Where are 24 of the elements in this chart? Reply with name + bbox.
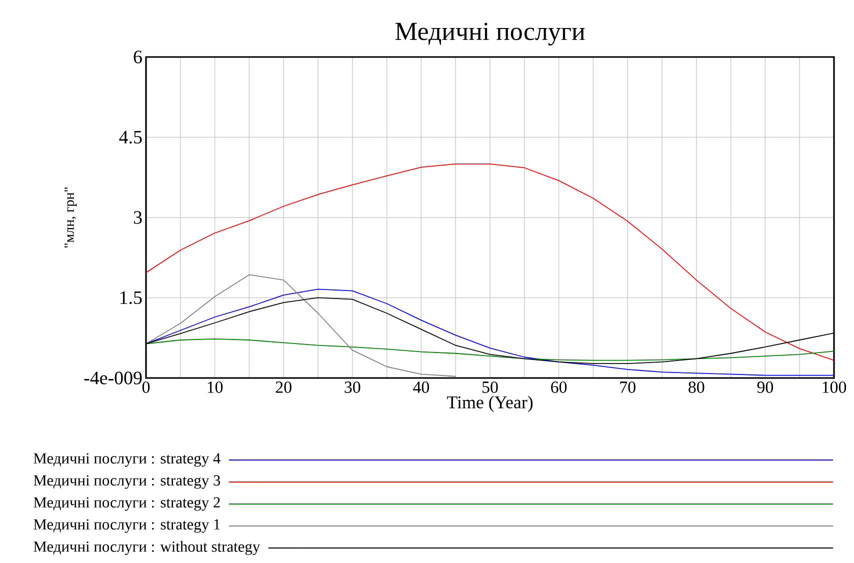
x-tick-label: 90 xyxy=(757,382,774,393)
x-tick-label: 20 xyxy=(276,382,292,393)
x-tick-label: 40 xyxy=(413,382,430,393)
x-tick-label: 80 xyxy=(688,382,704,393)
legend-label: Медичні послуги : without strategy xyxy=(34,540,260,556)
y-tick-label: -4e-009 xyxy=(84,372,142,384)
x-tick-label: 50 xyxy=(482,382,498,393)
legend-label: Медичні послуги : strategy 3 xyxy=(34,475,220,489)
x-tick-label: 70 xyxy=(620,382,636,393)
x-tick-label: 10 xyxy=(208,382,223,393)
x-tick-label: 0 xyxy=(142,382,150,393)
y-tick-label: 3 xyxy=(134,211,142,224)
legend-label: Медичні послуги : strategy 4 xyxy=(34,453,220,467)
x-tick-label: 60 xyxy=(551,382,567,393)
x-tick-label: 100 xyxy=(822,382,846,393)
chart-title: Медичні послуги xyxy=(395,22,585,46)
x-axis-title: Time (Year) xyxy=(446,396,533,412)
y-axis-title: "млн, грн" xyxy=(64,187,77,248)
legend-label: Медичні послуги : strategy 1 xyxy=(34,519,220,533)
y-tick-label: 4.5 xyxy=(119,130,142,144)
y-tick-label: 1.5 xyxy=(120,291,142,304)
y-tick-label: 6 xyxy=(134,50,142,64)
x-tick-label: 30 xyxy=(344,382,360,393)
legend-label: Медичні послуги : strategy 2 xyxy=(34,497,220,511)
